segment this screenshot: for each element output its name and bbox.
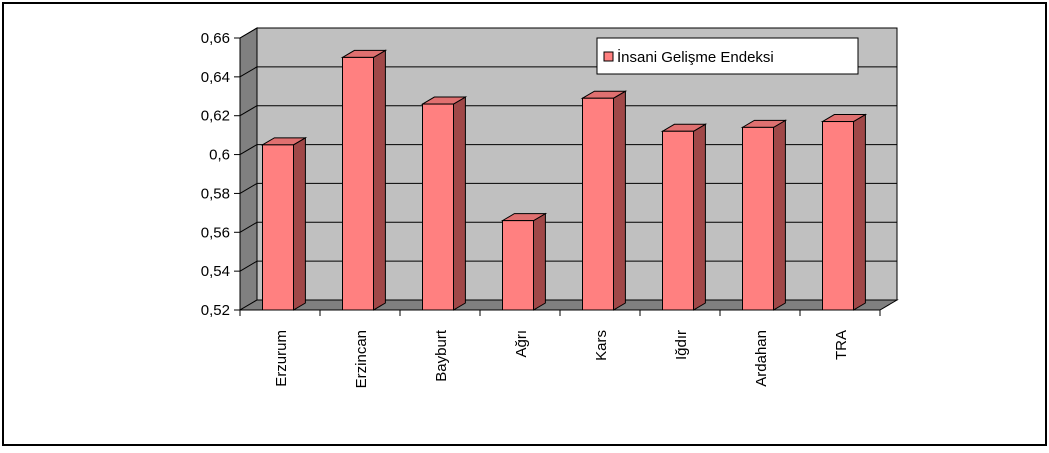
legend-swatch [603, 51, 614, 62]
y-tick-label: 0,52 [201, 302, 230, 319]
x-tick-label: Ardahan [753, 330, 770, 387]
plot-side-wall [239, 27, 258, 311]
gridline-side [239, 66, 258, 78]
y-tick-label: 0,6 [209, 147, 230, 164]
legend-label: İnsani Gelişme Endeksi [617, 48, 774, 66]
bar [262, 144, 294, 311]
bar [582, 97, 614, 311]
bar [822, 121, 854, 311]
y-tick-label: 0,66 [201, 30, 230, 47]
bar-side [533, 212, 546, 311]
gridline-side [239, 221, 258, 233]
y-tick-label: 0,54 [201, 263, 230, 280]
y-tick-label: 0,64 [201, 69, 230, 86]
x-tick-label: Kars [593, 330, 610, 361]
bar-side [613, 90, 626, 311]
gridline-side [239, 144, 258, 156]
x-tick-label: TRA [833, 330, 850, 360]
gridline-side [239, 105, 258, 117]
bar [662, 130, 694, 311]
bar [422, 103, 454, 311]
bar-side [773, 119, 786, 311]
bar-side [853, 113, 866, 311]
y-tick-label: 0,62 [201, 108, 230, 125]
bar-side [453, 96, 466, 311]
plot-floor [238, 299, 899, 311]
gridline-side [239, 27, 258, 39]
x-tick-label: Ağrı [513, 330, 530, 358]
bar [342, 56, 374, 311]
x-tick-label: Iğdır [673, 330, 690, 360]
legend: İnsani Gelişme Endeksi [596, 37, 859, 75]
x-tick-label: Erzincan [353, 330, 370, 388]
bar [502, 220, 534, 311]
y-tick-label: 0,56 [201, 224, 230, 241]
gridline-side [239, 260, 258, 272]
x-tick-label: Bayburt [433, 329, 450, 382]
legend-box [596, 37, 859, 75]
bar-side [693, 123, 706, 311]
bar [742, 126, 774, 311]
gridline-side [239, 182, 258, 194]
x-tick-label: Erzurum [273, 330, 290, 387]
y-tick-label: 0,58 [201, 185, 230, 202]
bar-side [373, 49, 386, 311]
bar-side [293, 136, 306, 311]
